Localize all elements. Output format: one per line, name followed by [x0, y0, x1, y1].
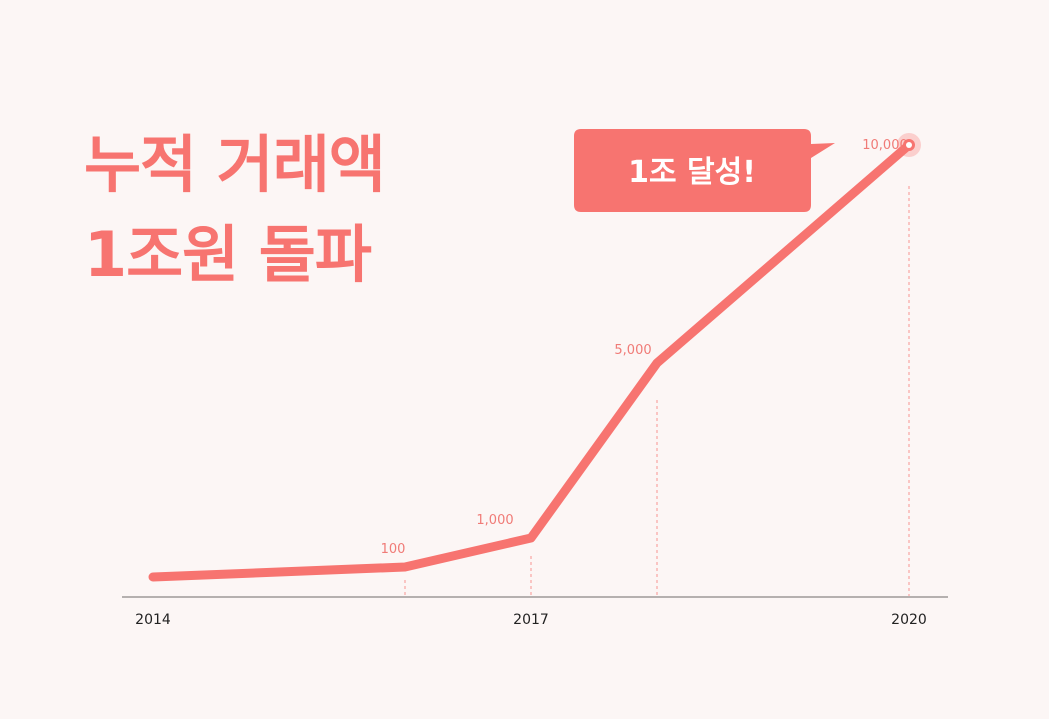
guide-lines: [404, 186, 910, 597]
value-label-2018: 5,000: [614, 343, 651, 358]
badge-shape: [574, 129, 835, 212]
x-tick-2014: 2014: [135, 612, 171, 628]
x-tick-2017: 2017: [513, 612, 549, 628]
series-line: [148, 140, 914, 582]
value-label-2016: 100: [381, 542, 406, 557]
end-point-marker: [897, 133, 921, 157]
headline-line-1: 누적 거래액: [84, 128, 386, 201]
badge-text: 1조 달성!: [628, 155, 756, 190]
value-label-2017: 1,000: [476, 513, 513, 528]
headline-line-2: 1조원 돌파: [84, 218, 372, 291]
value-label-2020: 10,000: [862, 138, 908, 153]
end-point-dot: [906, 142, 912, 148]
x-tick-2020: 2020: [891, 612, 927, 628]
headline: 누적 거래액 1조원 돌파: [84, 120, 386, 300]
value-labels: 100 1,000 5,000 10,000: [381, 138, 908, 557]
x-tick-labels: 2014 2017 2020: [135, 612, 927, 628]
milestone-badge: 1조 달성!: [574, 129, 835, 212]
